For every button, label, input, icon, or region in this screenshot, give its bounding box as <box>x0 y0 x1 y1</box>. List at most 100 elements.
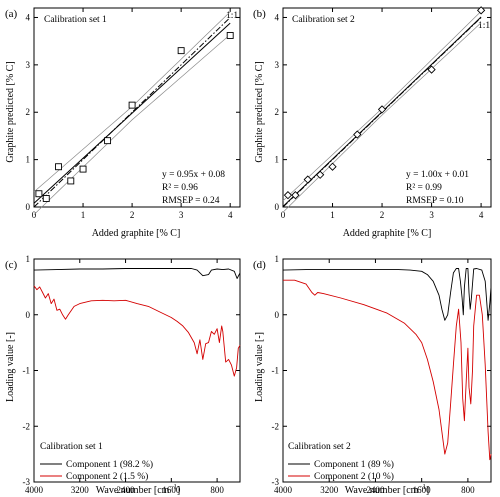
legend-title: Calibration set 2 <box>292 15 355 25</box>
regression-line <box>33 22 231 204</box>
x-tick-label: 2 <box>380 210 385 220</box>
x-tick-label: 800 <box>461 485 475 495</box>
stat-equation: y = 0.95x + 0.08 <box>162 170 225 180</box>
y-tick-label: 2 <box>26 107 31 117</box>
y-tick-label: 4 <box>26 12 31 22</box>
legend-entry-component-2: Component 2 (10 %) <box>314 471 394 482</box>
y-tick-label: -1 <box>23 366 31 376</box>
stat-r2: R² = 0.99 <box>406 183 442 193</box>
y-tick-label: -3 <box>23 477 31 487</box>
x-tick-label: 2 <box>130 210 135 220</box>
data-point <box>427 65 436 74</box>
panel-label: (d) <box>253 259 266 271</box>
panel-a: (a) Calibration set 1 1:1 y = 0.95x + 0.… <box>5 8 238 239</box>
x-tick-label: 2400 <box>117 485 136 495</box>
y-tick-label: 0 <box>275 202 280 212</box>
series-line-component-1 <box>282 268 492 321</box>
panel-label: (b) <box>253 8 266 20</box>
data-point <box>226 32 234 39</box>
y-tick-label: 4 <box>275 12 280 22</box>
x-tick-label: 1600 <box>413 485 432 495</box>
confidence-band-lower <box>33 34 231 215</box>
x-axis-label: Wave number [cm−1] <box>96 483 180 496</box>
panel-c: (c) Calibration set 1 Component 1 (98.2 … <box>5 259 180 496</box>
data-point <box>316 170 325 179</box>
data-point <box>79 165 87 173</box>
data-point <box>55 163 62 171</box>
panel-d: (d) Calibration set 2 Component 1 (89 %)… <box>253 259 429 496</box>
data-point <box>303 175 312 184</box>
legend-entry-component-1: Component 1 (98.2 %) <box>66 459 153 470</box>
x-tick-label: 4 <box>228 210 233 220</box>
x-tick-label: 800 <box>210 485 224 495</box>
x-tick-label: 4 <box>479 210 484 220</box>
legend-entry-component-2: Component 2 (1.5 %) <box>66 471 148 482</box>
y-tick-label: 0 <box>275 310 280 320</box>
x-axis-label: Added graphite [% C] <box>343 228 432 239</box>
panel-label: (a) <box>5 8 18 20</box>
plot-frame <box>33 7 241 208</box>
data-point <box>128 101 136 109</box>
y-tick-label: 1 <box>26 254 31 264</box>
reference-label: 1:1 <box>226 11 238 21</box>
y-tick-label: 0 <box>26 310 31 320</box>
reference-label: 1:1 <box>478 21 490 31</box>
x-axis-label: Added graphite [% C] <box>92 228 181 239</box>
x-tick-label: 1600 <box>162 485 181 495</box>
y-tick-label: 3 <box>26 60 31 70</box>
plot-area-2: 0 1 2 3 4 0 1 2 3 4 <box>275 6 492 220</box>
y-tick-label: 2 <box>275 107 280 117</box>
series-line-component-2 <box>33 285 241 377</box>
x-tick-label: 4000 <box>25 485 44 495</box>
y-tick-label: 3 <box>275 60 280 70</box>
data-point <box>42 195 50 202</box>
x-tick-label: 3200 <box>71 485 90 495</box>
x-tick-label: 3 <box>179 210 184 220</box>
x-tick-label: 3200 <box>320 485 339 495</box>
data-point <box>377 105 387 114</box>
y-axis-label: Graphite predicted [% C] <box>254 61 265 162</box>
data-point <box>476 6 486 15</box>
x-axis-label: Wave number [cm−1] <box>345 483 429 496</box>
x-tick-label: 2400 <box>366 485 385 495</box>
data-point <box>328 162 337 171</box>
data-point <box>35 190 43 198</box>
y-tick-label: -1 <box>272 366 280 376</box>
plot-frame <box>282 7 492 208</box>
y-tick-label: 1 <box>26 155 31 165</box>
stat-rmsep: RMSEP = 0.10 <box>406 196 464 206</box>
plot-area-3: 4000 3200 2400 1600 800 -3 -2 -1 0 1 <box>23 254 241 495</box>
legend-title: Calibration set 2 <box>288 442 351 452</box>
series-line-component-2 <box>283 279 492 461</box>
y-tick-label: -3 <box>272 477 280 487</box>
x-tick-label: 0 <box>32 210 37 220</box>
y-tick-label: -2 <box>23 421 31 431</box>
legend-entry-component-1: Component 1 (89 %) <box>314 459 394 470</box>
y-axis-label: Loading value [-] <box>5 332 16 402</box>
plot-area-1: 0 1 2 3 4 0 1 2 3 4 <box>26 7 241 220</box>
legend-title: Calibration set 1 <box>44 15 107 25</box>
data-point <box>177 47 185 55</box>
panel-b: (b) Calibration set 2 1:1 y = 1.00x + 0.… <box>253 8 490 239</box>
y-tick-label: 1 <box>275 254 280 264</box>
one-to-one-line <box>33 17 231 208</box>
data-point <box>104 137 112 145</box>
y-tick-label: 1 <box>275 155 280 165</box>
y-axis-label: Graphite predicted [% C] <box>5 61 16 162</box>
data-point <box>283 191 293 200</box>
y-axis-label: Loading value [-] <box>254 332 265 402</box>
x-tick-label: 1 <box>81 210 86 220</box>
series-line-component-1 <box>33 268 241 279</box>
confidence-band-lower <box>282 22 482 213</box>
stat-rmsep: RMSEP = 0.24 <box>162 196 220 206</box>
y-tick-label: 0 <box>26 202 31 212</box>
x-tick-label: 4000 <box>274 485 293 495</box>
plot-area-4: 4000 3200 2400 1600 800 -3 -2 -1 0 1 <box>272 254 492 495</box>
data-point <box>291 191 300 200</box>
panel-label: (c) <box>5 259 18 271</box>
data-point <box>67 177 75 185</box>
x-tick-label: 0 <box>281 210 286 220</box>
legend-title: Calibration set 1 <box>40 442 103 452</box>
y-tick-label: -2 <box>272 421 280 431</box>
